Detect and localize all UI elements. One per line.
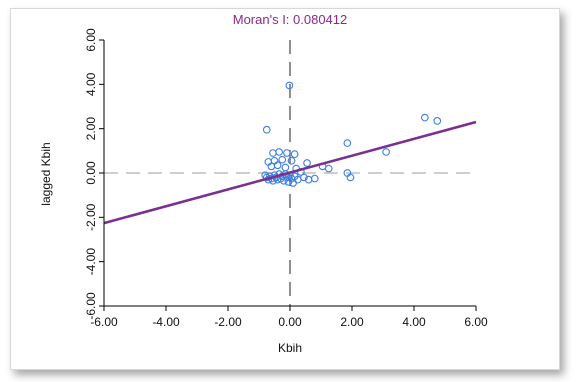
y-tick-label: -6.00 — [84, 292, 98, 320]
data-point — [346, 173, 355, 182]
data-point — [433, 117, 442, 125]
data-point — [278, 155, 287, 164]
data-point — [289, 179, 297, 187]
x-tick-label: 2.00 — [340, 315, 364, 329]
data-point — [273, 161, 282, 170]
data-point — [281, 163, 290, 172]
y-tick-label: 2.00 — [84, 117, 98, 141]
data-point — [287, 156, 296, 165]
data-points — [261, 81, 442, 187]
data-point — [303, 159, 311, 167]
data-point — [310, 174, 319, 183]
y-tick-labels: -6.00 -4.00 -2.00 0.00 2.00 4.00 6.00 — [84, 28, 98, 320]
axes — [99, 39, 477, 311]
x-tick-labels: -6.00 -4.00 -2.00 0.00 2.00 4.00 6.00 — [90, 315, 488, 329]
regression-line — [103, 120, 477, 225]
data-point — [275, 148, 284, 156]
data-point — [382, 148, 390, 156]
x-tick-label: -6.00 — [90, 315, 118, 329]
x-tick-label: -2.00 — [214, 315, 242, 329]
data-point — [262, 125, 271, 134]
data-point — [285, 81, 294, 90]
x-axis-label: Kbih — [278, 341, 302, 355]
x-tick-label: 4.00 — [402, 315, 426, 329]
y-tick-label: 4.00 — [84, 72, 98, 96]
chart-frame — [10, 8, 560, 370]
data-point — [283, 149, 291, 157]
y-tick-label: -4.00 — [84, 248, 98, 276]
y-tick-label: 0.00 — [84, 161, 98, 185]
data-point — [300, 173, 308, 182]
x-tick-label: -4.00 — [152, 315, 180, 329]
x-tick-label: 6.00 — [464, 315, 488, 329]
data-point — [269, 149, 277, 157]
y-tick-label: 6.00 — [84, 28, 98, 52]
y-axis-label: lagged Kbih — [39, 142, 53, 205]
chart-title: Moran's I: 0.080412 — [233, 12, 348, 27]
y-tick-label: -2.00 — [84, 203, 98, 231]
data-point — [343, 139, 352, 147]
data-point — [290, 150, 299, 159]
data-point — [421, 113, 429, 122]
regression-line-group — [103, 120, 477, 225]
x-tick-label: 0.00 — [278, 315, 302, 329]
data-point — [324, 164, 333, 173]
